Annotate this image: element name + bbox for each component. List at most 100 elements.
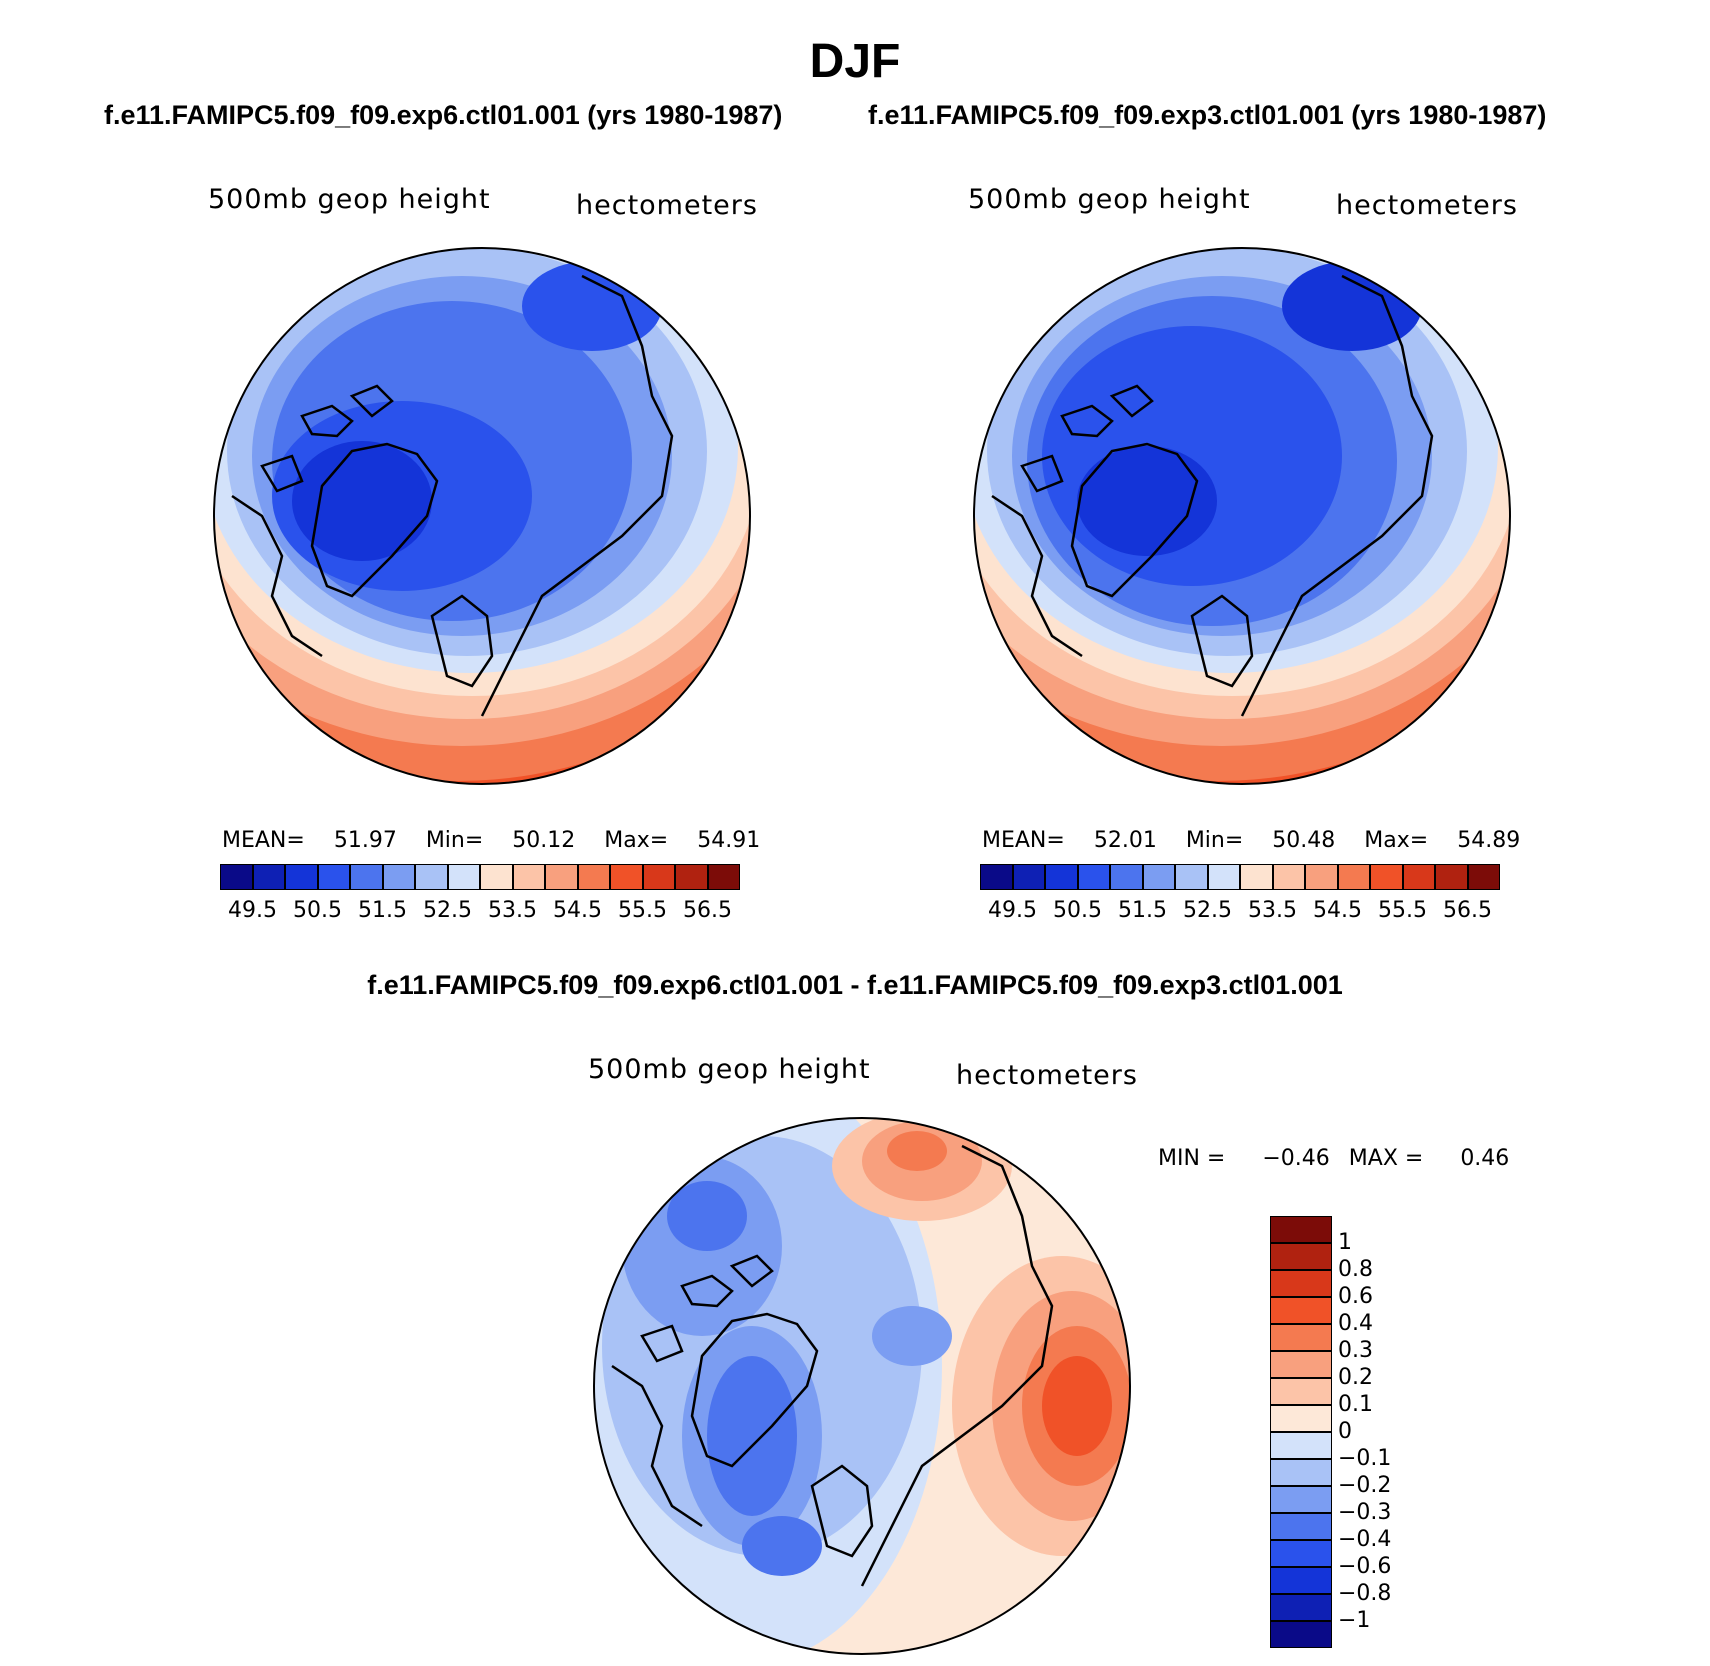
colorbar-difference bbox=[1270, 1216, 1332, 1648]
map-panel-b bbox=[973, 247, 1511, 785]
colorbar-swatch bbox=[1270, 1324, 1332, 1351]
colorbar-swatch bbox=[1467, 864, 1500, 890]
figure-title: DJF bbox=[809, 35, 901, 88]
panel-b-stats: MEAN= 52.01 Min= 50.48 Max= 54.89 bbox=[982, 828, 1520, 853]
colorbar-tick-label: −0.4 bbox=[1338, 1527, 1392, 1552]
colorbar-tick-label: −0.8 bbox=[1338, 1581, 1392, 1606]
colorbar-tick-label: 54.5 bbox=[553, 898, 602, 923]
colorbar-swatch bbox=[1370, 864, 1403, 890]
colorbar-tick-label: −0.6 bbox=[1338, 1554, 1392, 1579]
colorbar-tick-label: 49.5 bbox=[228, 898, 277, 923]
panel-diff-units: hectometers bbox=[956, 1060, 1138, 1091]
colorbar-swatch bbox=[1270, 1297, 1332, 1324]
colorbar-difference-labels: 1 0.8 0.6 0.4 0.3 0.2 0.1 0 −0.1 −0.2 −0.3 −0.4 −0.6… bbox=[1338, 1216, 1458, 1648]
colorbar-swatch bbox=[1207, 864, 1240, 890]
colorbar-tick-label: 0 bbox=[1338, 1419, 1352, 1444]
colorbar-swatch bbox=[480, 864, 513, 890]
colorbar-swatch bbox=[1270, 1459, 1332, 1486]
colorbar-swatch bbox=[350, 864, 383, 890]
colorbar-panel-a bbox=[220, 864, 740, 890]
colorbar-tick-label: 0.4 bbox=[1338, 1311, 1373, 1336]
colorbar-swatch bbox=[980, 864, 1013, 890]
panel-a-stats: MEAN= 51.97 Min= 50.12 Max= 54.91 bbox=[222, 828, 760, 853]
colorbar-swatch bbox=[577, 864, 610, 890]
colorbar-tick-label: 1 bbox=[1338, 1230, 1352, 1255]
colorbar-tick-label: 51.5 bbox=[358, 898, 407, 923]
colorbar-tick-label: 55.5 bbox=[618, 898, 667, 923]
colorbar-swatch bbox=[285, 864, 318, 890]
colorbar-tick-label: 52.5 bbox=[1183, 898, 1232, 923]
colorbar-swatch bbox=[415, 864, 448, 890]
colorbar-swatch bbox=[1402, 864, 1435, 890]
colorbar-swatch bbox=[1270, 1351, 1332, 1378]
colorbar-swatch bbox=[252, 864, 285, 890]
colorbar-tick-label: 50.5 bbox=[1053, 898, 1102, 923]
colorbar-swatch bbox=[1175, 864, 1208, 890]
colorbar-swatch bbox=[220, 864, 253, 890]
min-label: MIN = bbox=[1158, 1146, 1226, 1171]
colorbar-tick-label: 56.5 bbox=[1443, 898, 1492, 923]
min-value: 50.48 bbox=[1272, 828, 1336, 853]
colorbar-tick-label: 56.5 bbox=[683, 898, 732, 923]
colorbar-tick-label: 55.5 bbox=[1378, 898, 1427, 923]
colorbar-swatch bbox=[1435, 864, 1468, 890]
colorbar-panel-b-labels: 49.5 50.5 51.5 52.5 53.5 54.5 55.5 56.5 bbox=[980, 898, 1500, 924]
colorbar-swatch bbox=[447, 864, 480, 890]
mean-label: MEAN= bbox=[982, 828, 1065, 853]
colorbar-tick-label: 53.5 bbox=[488, 898, 537, 923]
colorbar-tick-label: 49.5 bbox=[988, 898, 1037, 923]
colorbar-swatch bbox=[1110, 864, 1143, 890]
max-label: MAX = bbox=[1348, 1146, 1424, 1171]
colorbar-swatch bbox=[1305, 864, 1338, 890]
colorbar-swatch bbox=[1270, 1432, 1332, 1459]
min-value: 50.12 bbox=[512, 828, 576, 853]
mean-label: MEAN= bbox=[222, 828, 305, 853]
colorbar-tick-label: 51.5 bbox=[1118, 898, 1167, 923]
max-label: Max= bbox=[1364, 828, 1429, 853]
colorbar-swatch bbox=[1012, 864, 1045, 890]
min-value: −0.46 bbox=[1262, 1146, 1330, 1171]
colorbar-swatch bbox=[1240, 864, 1273, 890]
panel-b-units: hectometers bbox=[1336, 190, 1518, 221]
colorbar-swatch bbox=[610, 864, 643, 890]
min-label: Min= bbox=[425, 828, 484, 853]
max-value: 54.89 bbox=[1457, 828, 1521, 853]
colorbar-tick-label: 0.2 bbox=[1338, 1365, 1373, 1390]
colorbar-swatch bbox=[1270, 1216, 1332, 1243]
colorbar-swatch bbox=[1077, 864, 1110, 890]
max-value: 54.91 bbox=[697, 828, 761, 853]
colorbar-tick-label: 50.5 bbox=[293, 898, 342, 923]
colorbar-swatch bbox=[642, 864, 675, 890]
colorbar-swatch bbox=[1270, 1513, 1332, 1540]
colorbar-panel-b bbox=[980, 864, 1500, 890]
colorbar-swatch bbox=[1270, 1540, 1332, 1567]
colorbar-tick-label: 0.3 bbox=[1338, 1338, 1373, 1363]
panel-b-variable: 500mb geop height bbox=[968, 184, 1251, 215]
colorbar-swatch bbox=[1270, 1405, 1332, 1432]
colorbar-swatch bbox=[1142, 864, 1175, 890]
colorbar-tick-label: −1 bbox=[1338, 1608, 1371, 1633]
map-panel-a bbox=[213, 247, 751, 785]
colorbar-tick-label: −0.3 bbox=[1338, 1500, 1392, 1525]
case-a-title: f.e11.FAMIPC5.f09_f09.exp6.ctl01.001 (yr… bbox=[104, 100, 783, 130]
colorbar-tick-label: 53.5 bbox=[1248, 898, 1297, 923]
colorbar-swatch bbox=[1270, 1567, 1332, 1594]
colorbar-tick-label: 0.8 bbox=[1338, 1257, 1373, 1282]
colorbar-swatch bbox=[1270, 1621, 1332, 1648]
panel-a-variable: 500mb geop height bbox=[208, 184, 491, 215]
panel-diff-stats: MIN = −0.46 MAX = 0.46 bbox=[1158, 1146, 1509, 1171]
colorbar-tick-label: −0.1 bbox=[1338, 1446, 1392, 1471]
colorbar-swatch bbox=[1270, 1243, 1332, 1270]
colorbar-swatch bbox=[317, 864, 350, 890]
colorbar-tick-label: −0.2 bbox=[1338, 1473, 1392, 1498]
colorbar-swatch bbox=[1337, 864, 1370, 890]
colorbar-swatch bbox=[1270, 1486, 1332, 1513]
colorbar-swatch bbox=[1270, 1270, 1332, 1297]
colorbar-swatch bbox=[707, 864, 740, 890]
colorbar-swatch bbox=[1272, 864, 1305, 890]
colorbar-swatch bbox=[545, 864, 578, 890]
panel-diff-variable: 500mb geop height bbox=[588, 1054, 871, 1085]
mean-value: 51.97 bbox=[333, 828, 397, 853]
case-b-title: f.e11.FAMIPC5.f09_f09.exp3.ctl01.001 (yr… bbox=[868, 100, 1547, 130]
difference-title: f.e11.FAMIPC5.f09_f09.exp6.ctl01.001 - f… bbox=[367, 970, 1343, 1000]
